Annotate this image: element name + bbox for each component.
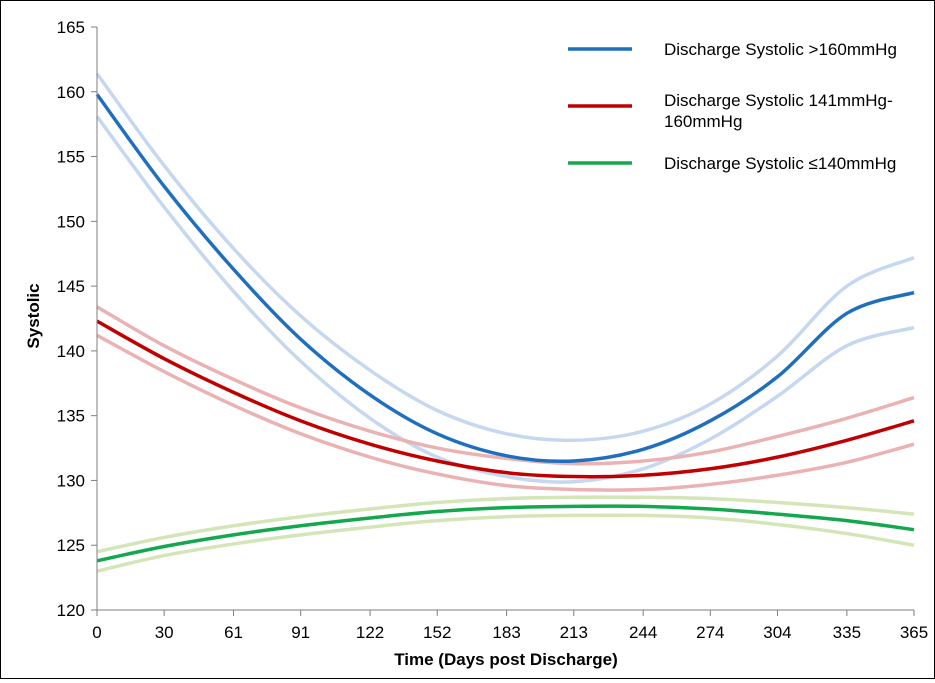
y-tick-label: 155 [57, 148, 85, 167]
x-tick-label: 365 [900, 623, 928, 642]
y-tick-label: 145 [57, 277, 85, 296]
series-1-upper-ci-line [95, 72, 915, 443]
axes [96, 27, 914, 611]
y-axis-title: Systolic [24, 283, 43, 348]
series-1-lower-ci-line [95, 115, 915, 484]
y-tick-label: 130 [57, 471, 85, 490]
series-2-line [96, 319, 915, 479]
x-tick-label: 91 [291, 623, 310, 642]
legend-label-2: 160mmHg [664, 112, 742, 131]
x-tick-label: 183 [492, 623, 520, 642]
y-tick-label: 125 [57, 536, 85, 555]
x-tick-label: 335 [833, 623, 861, 642]
series-lines [95, 93, 915, 563]
series-3-upper-ci-line [96, 495, 915, 554]
legend-label-2: Discharge Systolic 141mmHg- [664, 91, 893, 110]
y-tick-label: 135 [57, 407, 85, 426]
y-tick-label: 140 [57, 342, 85, 361]
x-tick-label: 61 [224, 623, 243, 642]
x-tick-label: 122 [356, 623, 384, 642]
legend-label-3: Discharge Systolic ≤140mmHg [664, 154, 896, 173]
x-tick-label: 152 [423, 623, 451, 642]
y-tick-label: 165 [57, 18, 85, 37]
x-tick-label: 30 [155, 623, 174, 642]
tick-marks: 120 125 130 135 140 145 150 155 160 165 0 30 61 91 122… [57, 18, 929, 642]
x-tick-label: 213 [560, 623, 588, 642]
x-axis-title: Time (Days post Discharge) [394, 650, 618, 669]
legend: Discharge Systolic >160mmHg Discharge Sys… [568, 40, 897, 173]
series-1-line [95, 93, 915, 464]
legend-label-1: Discharge Systolic >160mmHg [664, 40, 897, 59]
x-tick-label: 0 [92, 623, 101, 642]
x-tick-label: 244 [629, 623, 657, 642]
series-3-line [96, 504, 915, 563]
confidence-bands [95, 72, 915, 573]
series-2-lower-ci-line [96, 333, 915, 492]
y-tick-label: 150 [57, 212, 85, 231]
series-2-upper-ci-line [96, 305, 915, 466]
y-tick-label: 160 [57, 83, 85, 102]
series-3-lower-ci-line [96, 513, 915, 573]
x-tick-label: 304 [763, 623, 791, 642]
x-tick-label: 274 [696, 623, 724, 642]
y-tick-label: 120 [57, 601, 85, 620]
